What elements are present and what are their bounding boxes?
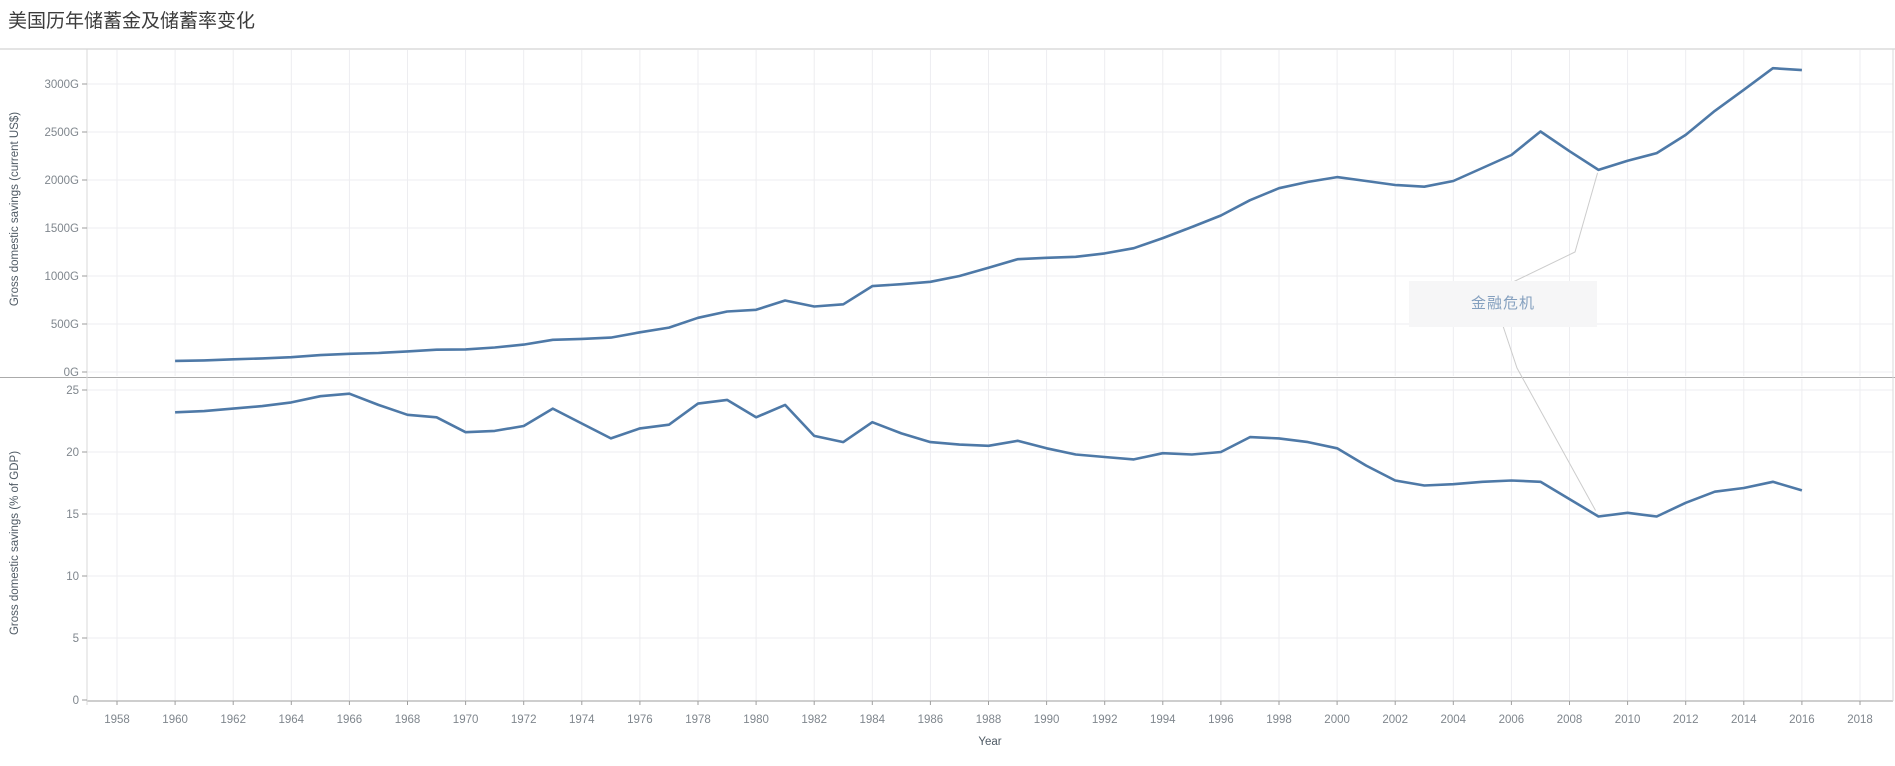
- page-title: 美国历年储蓄金及储蓄率变化: [8, 11, 256, 32]
- axis-lines: [0, 48, 1895, 705]
- y-tick-label: 2500G: [44, 127, 79, 139]
- x-tick-label: 1994: [1150, 714, 1176, 726]
- y-tick-label: 5: [73, 633, 79, 645]
- x-tick-label: 2008: [1557, 714, 1583, 726]
- x-tick-label: 1984: [860, 714, 886, 726]
- x-tick-label: 1974: [569, 714, 595, 726]
- x-tick-label: 1960: [162, 714, 188, 726]
- x-tick-label: 1966: [337, 714, 363, 726]
- annotation-financial-crisis: 金融危机: [1409, 281, 1597, 327]
- x-tick-label: 1978: [685, 714, 711, 726]
- x-tick-label: 1988: [976, 714, 1002, 726]
- x-tick-label: 1998: [1266, 714, 1292, 726]
- x-tick-label: 2016: [1789, 714, 1815, 726]
- y-tick-label: 1000G: [44, 271, 79, 283]
- x-tick-label: 1970: [453, 714, 479, 726]
- x-tick-label: 2002: [1382, 714, 1408, 726]
- y-tick-label: 500G: [51, 319, 79, 331]
- x-tick-label: 1976: [627, 714, 653, 726]
- y-tick-label: 20: [66, 447, 79, 459]
- x-tick-label: 1996: [1208, 714, 1234, 726]
- x-tick-label: 1986: [918, 714, 944, 726]
- gridlines: [87, 50, 1893, 700]
- x-tick-label: 1964: [279, 714, 305, 726]
- x-tick-label: 2006: [1499, 714, 1525, 726]
- x-tick-label: 1962: [220, 714, 246, 726]
- x-tick-label: 2004: [1441, 714, 1467, 726]
- y-tick-label: 3000G: [44, 79, 79, 91]
- savings-rate-line: [175, 392, 1803, 518]
- y-tick-label: 0: [73, 695, 79, 707]
- bottom-y-axis-title: Gross domestic savings (% of GDP): [9, 450, 21, 636]
- x-tick-label: 2010: [1615, 714, 1641, 726]
- y-tick-label: 15: [66, 509, 79, 521]
- x-tick-label: 2014: [1731, 714, 1757, 726]
- x-tick-labels: 1958 1960 1962 1964 1966 1968 1970 1972 1974 1976…: [104, 714, 1873, 726]
- top-y-tick-labels: 0G 500G 1000G 1500G 2000G 2500G 3000G: [44, 79, 79, 379]
- x-tick-label: 2000: [1324, 714, 1350, 726]
- x-tick-label: 1982: [801, 714, 827, 726]
- x-tick-label: 1958: [104, 714, 130, 726]
- y-tick-label: 25: [66, 385, 79, 397]
- annotation-connector-lines: [1502, 172, 1599, 511]
- y-tick-label: 1500G: [44, 223, 79, 235]
- y-tick-label: 0G: [64, 367, 79, 379]
- y-tick-label: 10: [66, 571, 79, 583]
- tick-marks: [82, 83, 1861, 705]
- savings-amount-line: [175, 66, 1802, 363]
- x-tick-label: 1980: [743, 714, 769, 726]
- x-tick-label: 2018: [1847, 714, 1873, 726]
- x-tick-label: 2012: [1673, 714, 1699, 726]
- y-tick-label: 2000G: [44, 175, 79, 187]
- x-tick-label: 1990: [1034, 714, 1060, 726]
- bottom-y-tick-labels: 0 5 10 15 20 25: [66, 385, 79, 707]
- x-axis-title: Year: [978, 736, 1002, 748]
- x-tick-label: 1992: [1092, 714, 1118, 726]
- x-tick-label: 1972: [511, 714, 537, 726]
- x-tick-label: 1968: [395, 714, 421, 726]
